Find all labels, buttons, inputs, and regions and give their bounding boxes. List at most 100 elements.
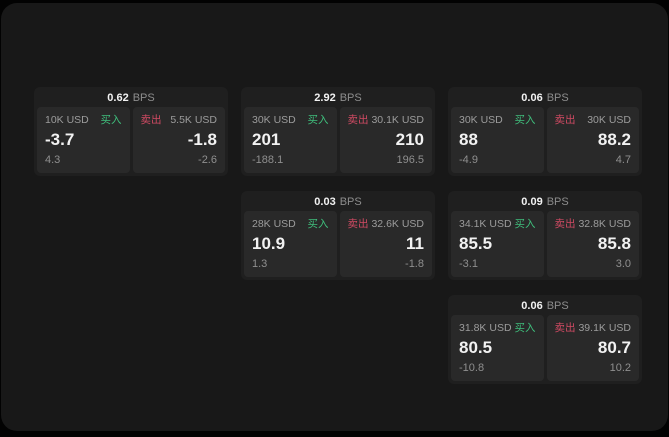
buy-panel-top: 31.8K USD 买入 [459,322,536,335]
bps-unit: BPS [546,196,569,208]
buy-side-label: 买入 [307,218,329,230]
bps-header: 0.06 BPS [451,90,639,107]
sell-price: 80.7 [597,338,631,357]
buy-side-label: 买入 [514,322,536,334]
sell-side-label: 卖出 [554,218,576,230]
sell-amount: 30.1K USD [371,114,424,126]
buy-amount: 10K USD [45,114,89,126]
price-panels: 30K USD 买入 201 -188.1 卖出 30.1K USD 210 1… [244,107,432,173]
sell-secondary-value: 10.2 [609,362,631,374]
bps-header: 0.03 BPS [244,194,432,211]
sell-price: -1.8 [187,130,217,149]
bps-value: 0.09 [521,196,543,208]
buy-amount: 34.1K USD [459,218,512,230]
bps-value: 0.06 [521,300,543,312]
bps-unit: BPS [132,92,155,104]
buy-secondary-value: -4.9 [459,154,478,166]
bps-header: 2.92 BPS [244,90,432,107]
sell-secondary-value: 196.5 [396,154,424,166]
sell-side-label: 卖出 [347,218,369,230]
buy-secondary-value: 1.3 [252,258,268,270]
buy-secondary-value: -10.8 [459,362,485,374]
sell-panel-top: 卖出 39.1K USD [555,322,632,335]
price-panels: 10K USD 买入 -3.7 4.3 卖出 5.5K USD -1.8 -2.… [37,107,225,173]
buy-price: 201 [252,130,281,149]
bps-unit: BPS [339,92,362,104]
bps-value: 2.92 [314,92,336,104]
bps-unit: BPS [546,92,569,104]
buy-panel[interactable]: 10K USD 买入 -3.7 4.3 [37,107,130,173]
sell-panel-top: 卖出 32.8K USD [555,218,632,231]
bps-header: 0.06 BPS [451,298,639,315]
buy-panel[interactable]: 30K USD 买入 88 -4.9 [451,107,544,173]
sell-amount: 32.6K USD [371,218,424,230]
sell-panel-top: 卖出 32.6K USD [348,218,425,231]
sell-panel-top: 卖出 30K USD [555,114,632,127]
buy-price: 10.9 [252,234,286,253]
buy-amount: 28K USD [252,218,296,230]
sell-side-label: 卖出 [140,114,162,126]
sell-panel-top: 卖出 5.5K USD [141,114,218,127]
quote-card: 0.62 BPS 10K USD 买入 -3.7 4.3 卖出 5.5K USD [34,87,228,176]
price-panels: 34.1K USD 买入 85.5 -3.1 卖出 32.8K USD 85.8… [451,211,639,277]
quote-card: 0.06 BPS 30K USD 买入 88 -4.9 卖出 30K USD [448,87,642,176]
quote-card: 0.03 BPS 28K USD 买入 10.9 1.3 卖出 32.6K US… [241,191,435,280]
sell-price: 85.8 [597,234,631,253]
sell-amount: 30K USD [587,114,631,126]
bps-value: 0.62 [107,92,129,104]
quote-card: 0.06 BPS 31.8K USD 买入 80.5 -10.8 卖出 39.1… [448,295,642,384]
price-panels: 30K USD 买入 88 -4.9 卖出 30K USD 88.2 4.7 [451,107,639,173]
bps-unit: BPS [546,300,569,312]
buy-secondary-value: 4.3 [45,154,61,166]
buy-panel-top: 30K USD 买入 [252,114,329,127]
sell-side-label: 卖出 [554,322,576,334]
buy-side-label: 买入 [307,114,329,126]
sell-secondary-value: -2.6 [198,154,217,166]
bps-value: 0.06 [521,92,543,104]
buy-price: 80.5 [459,338,493,357]
sell-secondary-value: 3.0 [615,258,631,270]
sell-amount: 32.8K USD [578,218,631,230]
sell-panel[interactable]: 卖出 5.5K USD -1.8 -2.6 [132,107,225,173]
sell-price: 11 [406,234,424,253]
sell-side-label: 卖出 [347,114,369,126]
bps-unit: BPS [339,196,362,208]
bps-header: 0.09 BPS [451,194,639,211]
buy-panel-top: 34.1K USD 买入 [459,218,536,231]
price-panels: 28K USD 买入 10.9 1.3 卖出 32.6K USD 11 -1.8 [244,211,432,277]
sell-amount: 5.5K USD [170,114,217,126]
bps-value: 0.03 [314,196,336,208]
sell-secondary-value: 4.7 [615,154,631,166]
sell-amount: 39.1K USD [578,322,631,334]
buy-secondary-value: -3.1 [459,258,478,270]
bps-header: 0.62 BPS [37,90,225,107]
buy-price: -3.7 [45,130,75,149]
buy-panel-top: 28K USD 买入 [252,218,329,231]
sell-panel-top: 卖出 30.1K USD [348,114,425,127]
sell-panel[interactable]: 卖出 30.1K USD 210 196.5 [339,107,432,173]
buy-panel[interactable]: 30K USD 买入 201 -188.1 [244,107,337,173]
buy-panel[interactable]: 28K USD 买入 10.9 1.3 [244,211,337,277]
sell-panel[interactable]: 卖出 30K USD 88.2 4.7 [546,107,639,173]
sell-price: 210 [395,130,424,149]
sell-panel[interactable]: 卖出 32.6K USD 11 -1.8 [339,211,432,277]
quote-card: 2.92 BPS 30K USD 买入 201 -188.1 卖出 30.1K … [241,87,435,176]
buy-panel[interactable]: 31.8K USD 买入 80.5 -10.8 [451,315,544,381]
app-page: 0.62 BPS 10K USD 买入 -3.7 4.3 卖出 5.5K USD [1,3,668,431]
sell-panel[interactable]: 卖出 39.1K USD 80.7 10.2 [546,315,639,381]
buy-price: 88 [459,130,478,149]
buy-amount: 30K USD [459,114,503,126]
quote-card: 0.09 BPS 34.1K USD 买入 85.5 -3.1 卖出 32.8K… [448,191,642,280]
buy-price: 85.5 [459,234,493,253]
buy-amount: 30K USD [252,114,296,126]
sell-panel[interactable]: 卖出 32.8K USD 85.8 3.0 [546,211,639,277]
price-panels: 31.8K USD 买入 80.5 -10.8 卖出 39.1K USD 80.… [451,315,639,381]
buy-panel-top: 10K USD 买入 [45,114,122,127]
buy-panel-top: 30K USD 买入 [459,114,536,127]
sell-secondary-value: -1.8 [405,258,424,270]
buy-side-label: 买入 [514,218,536,230]
buy-side-label: 买入 [514,114,536,126]
buy-side-label: 买入 [100,114,122,126]
buy-panel[interactable]: 34.1K USD 买入 85.5 -3.1 [451,211,544,277]
buy-amount: 31.8K USD [459,322,512,334]
